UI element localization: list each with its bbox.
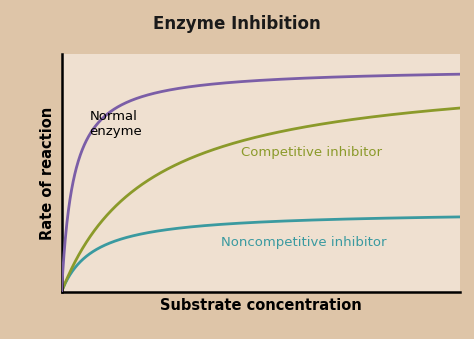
Y-axis label: Rate of reaction: Rate of reaction	[40, 106, 55, 240]
Text: Competitive inhibitor: Competitive inhibitor	[241, 146, 382, 159]
X-axis label: Substrate concentration: Substrate concentration	[160, 298, 362, 314]
Text: Noncompetitive inhibitor: Noncompetitive inhibitor	[221, 236, 386, 249]
Text: Normal
enzyme: Normal enzyme	[90, 109, 142, 138]
Text: Enzyme Inhibition: Enzyme Inhibition	[153, 15, 321, 33]
